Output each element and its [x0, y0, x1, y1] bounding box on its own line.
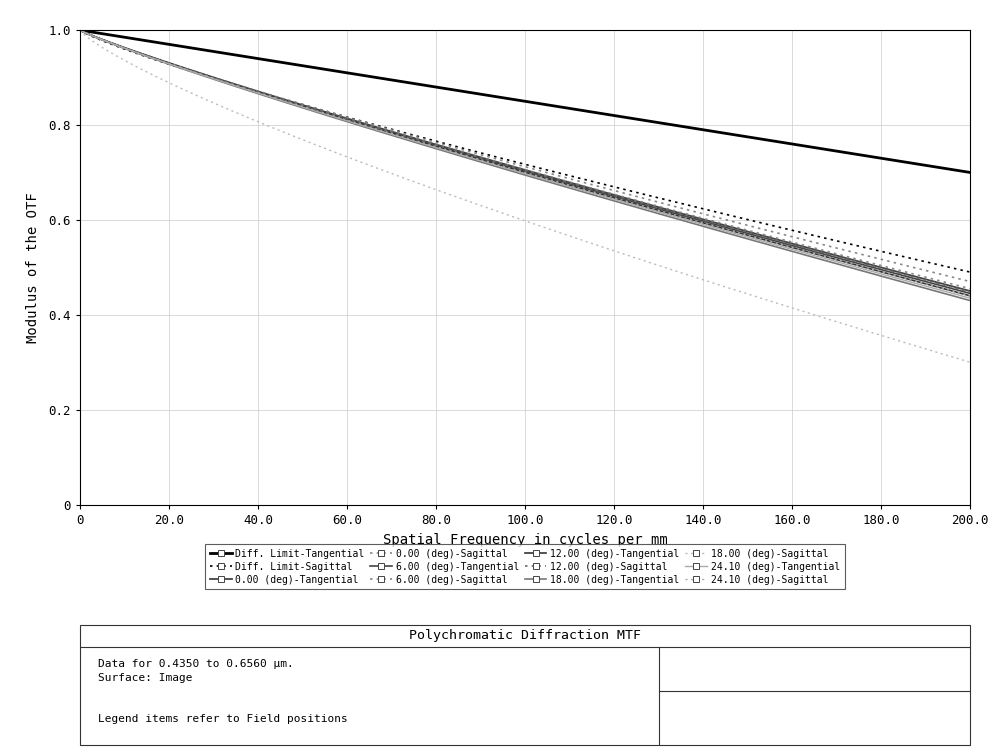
X-axis label: Spatial Frequency in cycles per mm: Spatial Frequency in cycles per mm	[383, 533, 667, 547]
Text: Legend items refer to Field positions: Legend items refer to Field positions	[98, 714, 348, 724]
Text: Surface: Image: Surface: Image	[98, 673, 192, 683]
Y-axis label: Modulus of the OTF: Modulus of the OTF	[26, 192, 40, 343]
Legend: Diff. Limit-Tangential, Diff. Limit-Sagittal, 0.00 (deg)-Tangential, 0.00 (deg)-: Diff. Limit-Tangential, Diff. Limit-Sagi…	[205, 544, 845, 590]
Text: Data for 0.4350 to 0.6560 μm.: Data for 0.4350 to 0.6560 μm.	[98, 659, 294, 669]
Text: Polychromatic Diffraction MTF: Polychromatic Diffraction MTF	[409, 630, 641, 642]
